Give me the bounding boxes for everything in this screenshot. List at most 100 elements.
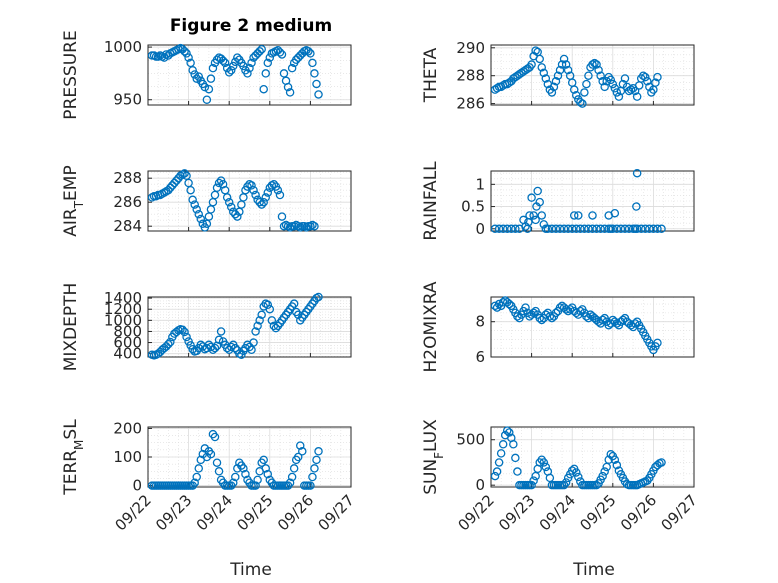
data-point [496, 449, 506, 458]
data-point [572, 468, 581, 477]
data-point [253, 475, 262, 485]
data-point [539, 68, 549, 78]
x-tick-label: 09/22 [455, 491, 498, 534]
data-point [624, 224, 634, 234]
y-tick-label: 286 [456, 95, 485, 113]
data-point [604, 320, 613, 330]
data-point [507, 224, 516, 234]
data-point [314, 447, 323, 456]
data-point [233, 53, 242, 62]
data-point [612, 224, 622, 234]
data-point [295, 441, 305, 450]
data-point [265, 304, 275, 314]
data-point [182, 332, 191, 342]
data-point [289, 464, 299, 473]
y-tick-label: 0.5 [461, 198, 485, 216]
data-point [289, 299, 299, 308]
data-point [218, 56, 228, 66]
data-point [582, 79, 591, 89]
data-point [545, 312, 555, 321]
y-tick-label: 0 [132, 477, 142, 495]
data-point [584, 224, 593, 234]
data-point [188, 344, 197, 354]
data-point [572, 308, 581, 318]
data-point [210, 343, 220, 353]
data-point [588, 224, 597, 234]
data-point [314, 292, 323, 302]
data-point [537, 211, 547, 220]
data-point [243, 182, 252, 191]
data-point [563, 65, 573, 75]
data-point [224, 197, 234, 207]
data-point [310, 69, 319, 78]
data-point [216, 327, 226, 336]
subplot-4: 0 0.5 1 RAINFALL [421, 161, 695, 241]
data-point [253, 321, 262, 331]
data-point [229, 61, 238, 71]
axes-frame [147, 44, 352, 106]
data-point [588, 60, 597, 69]
data-point [212, 183, 222, 193]
data-point [214, 467, 224, 476]
data-point [202, 95, 212, 104]
subplot-2: 286 288 290 THETA [421, 39, 695, 113]
data-point [636, 224, 646, 234]
data-point [180, 169, 189, 178]
data-point [255, 316, 264, 325]
data-point [279, 69, 289, 78]
data-point [612, 460, 622, 470]
data-point [192, 472, 201, 482]
data-point [653, 224, 662, 234]
subplot-1: 950 1000 PRESSURE [61, 30, 352, 120]
y-tick-label: 600 [113, 334, 142, 352]
data-point [572, 90, 581, 100]
data-point [608, 224, 618, 234]
data-point [521, 303, 530, 312]
data-point [618, 315, 628, 325]
data-point [612, 88, 622, 97]
axes-frame [147, 170, 352, 232]
data-point [513, 312, 522, 321]
data-point [247, 58, 256, 68]
data-point [541, 462, 551, 472]
y-axis-label-5: MIXDEPTH [61, 283, 81, 372]
data-point [277, 212, 287, 221]
data-point [188, 66, 197, 75]
data-point [164, 339, 173, 349]
data-point [226, 202, 236, 212]
data-point [312, 455, 321, 465]
data-point [641, 224, 650, 234]
data-point [596, 224, 605, 234]
data-point [651, 78, 660, 87]
data-point [304, 47, 313, 56]
y-axis-label-1: PRESSURE [61, 30, 81, 119]
data-point [251, 327, 260, 336]
data-point [632, 202, 641, 211]
data-point [241, 469, 250, 479]
data-point [190, 70, 199, 79]
data-point [275, 48, 285, 57]
data-point [186, 185, 195, 195]
y-tick-label: 288 [456, 67, 485, 85]
data-point [563, 224, 573, 234]
data-point [590, 58, 599, 68]
data-point [620, 74, 630, 83]
data-point [559, 54, 569, 64]
data-point [547, 88, 557, 97]
data-point [261, 193, 270, 202]
data-point [498, 440, 508, 449]
data-point [594, 65, 603, 75]
data-point [182, 49, 191, 58]
data-point [531, 46, 540, 55]
y-tick-label: 200 [113, 419, 142, 437]
y-tick-label: 290 [456, 39, 485, 57]
y-tick-label: 1000 [104, 311, 142, 329]
y-tick-label: 0 [475, 476, 485, 494]
x-tick-label: 09/23 [152, 491, 195, 534]
data-point [614, 92, 624, 101]
data-point [600, 224, 609, 234]
data-point [224, 68, 234, 77]
axes-frame [490, 296, 695, 358]
data-point [626, 320, 636, 330]
